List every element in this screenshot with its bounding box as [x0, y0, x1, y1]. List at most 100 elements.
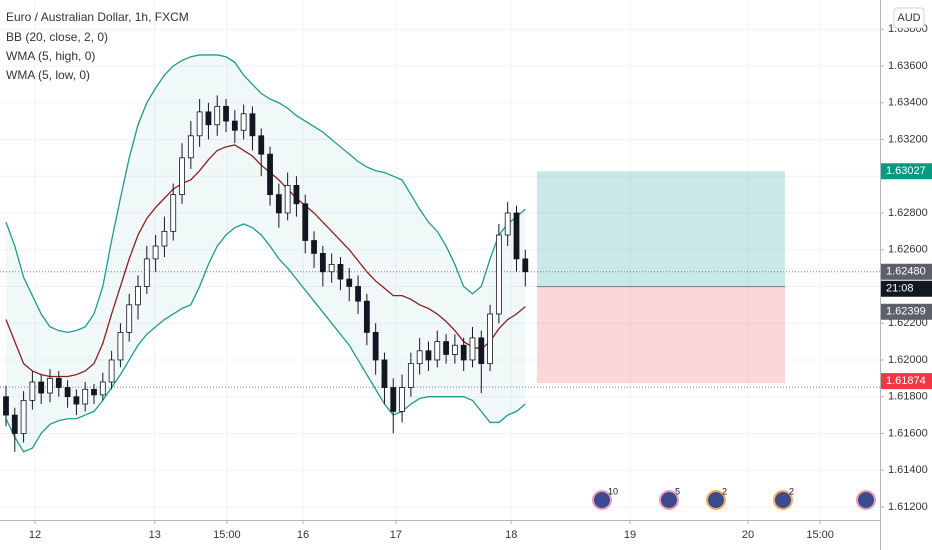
candle-body [187, 135, 194, 159]
x-tick-label: 17 [390, 529, 402, 541]
last-price-tag: 1.62480 [881, 263, 932, 280]
candle-body [469, 337, 476, 361]
plot-area [0, 0, 880, 520]
event-count: 2 [789, 486, 794, 496]
indicator-label: BB (20, close, 2, 0) [6, 30, 108, 44]
event-icon[interactable] [706, 490, 726, 510]
candle-body [99, 381, 106, 396]
last-price-tag-label: 1.62480 [886, 266, 926, 278]
y-tick-label: 1.63600 [888, 60, 928, 72]
candle-body [214, 105, 221, 126]
candle-body [346, 278, 353, 287]
event-icon[interactable] [856, 490, 876, 510]
x-tick-label: 16 [297, 529, 309, 541]
candle-body [363, 300, 370, 333]
candle-body [47, 377, 53, 394]
candle-body [293, 184, 300, 205]
candle-body [275, 194, 282, 214]
candle-body [328, 264, 335, 273]
candle-body [504, 212, 511, 236]
candle-body [152, 245, 159, 260]
candle-body [38, 381, 45, 394]
candle-body [522, 258, 529, 273]
currency-button[interactable]: AUD [893, 7, 925, 29]
event-count: 10 [608, 486, 618, 496]
candle-body [416, 350, 423, 365]
candle-body [495, 234, 502, 315]
candle-body [20, 399, 27, 434]
candle-body [108, 359, 115, 383]
candle-body [29, 381, 36, 401]
y-tick-label: 1.61400 [888, 464, 928, 476]
candle-body [249, 113, 256, 137]
y-tick-label: 1.62200 [888, 317, 928, 329]
entry-tag: 1.62399 [881, 303, 932, 320]
events [592, 490, 876, 510]
target-tag-label: 1.63027 [886, 165, 926, 177]
event-icon[interactable] [592, 490, 612, 510]
bb-upper [5, 54, 526, 334]
candle-body [513, 212, 520, 260]
countdown-tag-label: 21:08 [886, 283, 914, 295]
candle-body [434, 341, 441, 361]
last-price-tag-bg [881, 263, 932, 280]
candle-body [399, 387, 405, 412]
x-tick-label: 15:00 [806, 529, 834, 541]
candle-body [258, 135, 265, 155]
y-tick-label: 1.62800 [888, 207, 928, 219]
stop-tag-bg [881, 373, 932, 390]
candle-body [302, 203, 309, 241]
target-tag-bg [881, 163, 932, 180]
profit-zone [537, 171, 785, 287]
candle-body [143, 258, 150, 287]
symbol-title: Euro / Australian Dollar, 1h, FXCM [6, 10, 189, 24]
y-tick-label: 1.61600 [888, 427, 928, 439]
stop-tag-label: 1.61874 [886, 375, 926, 387]
candle-body [3, 396, 9, 416]
indicator-label: WMA (5, low, 0) [6, 68, 90, 82]
event-icon[interactable] [659, 490, 679, 510]
event-count: 5 [675, 486, 680, 496]
candle-body [451, 344, 458, 355]
stop-tag: 1.61874 [881, 373, 932, 390]
candle-body [240, 113, 247, 131]
candle-body [478, 337, 485, 365]
price-axis: 1.61200 1.61400 1.61600 1.61800 1.62000 1.622… [880, 23, 932, 513]
entry-tag-bg [881, 303, 932, 320]
candle-body [425, 350, 432, 361]
candle-body [73, 396, 80, 405]
candle-body [267, 153, 273, 195]
candle-body [311, 240, 317, 254]
candle-body [64, 387, 71, 398]
candle-body [179, 157, 185, 195]
candle-body [161, 230, 168, 247]
x-tick-label: 18 [505, 529, 517, 541]
y-tick-label: 1.61200 [888, 501, 928, 513]
event-icon[interactable] [773, 490, 793, 510]
candle-body [407, 363, 414, 388]
candle-body [487, 313, 493, 365]
x-tick-label: 20 [742, 529, 754, 541]
candle-body [205, 111, 212, 126]
candle-body [55, 377, 62, 388]
countdown-tag-bg [881, 280, 932, 297]
candle-body [126, 304, 133, 333]
candle-body [460, 344, 467, 361]
candle-body [223, 105, 229, 122]
y-tick-label: 1.62600 [888, 244, 928, 256]
currency-button-bg [893, 7, 925, 29]
x-tick-label: 15:00 [213, 529, 241, 541]
y-tick-label: 1.63200 [888, 133, 928, 145]
y-tick-label: 1.63400 [888, 97, 928, 109]
y-tick-label: 1.62000 [888, 354, 928, 366]
candle-body [11, 414, 18, 434]
indicator-label: WMA (5, high, 0) [6, 49, 95, 63]
x-tick-label: 13 [149, 529, 161, 541]
candle-body [319, 252, 326, 273]
bb-basis [5, 144, 526, 378]
x-tick-label: 12 [29, 529, 41, 541]
candle-body [231, 120, 238, 131]
candle-body [135, 286, 141, 306]
event-count: 2 [722, 486, 727, 496]
